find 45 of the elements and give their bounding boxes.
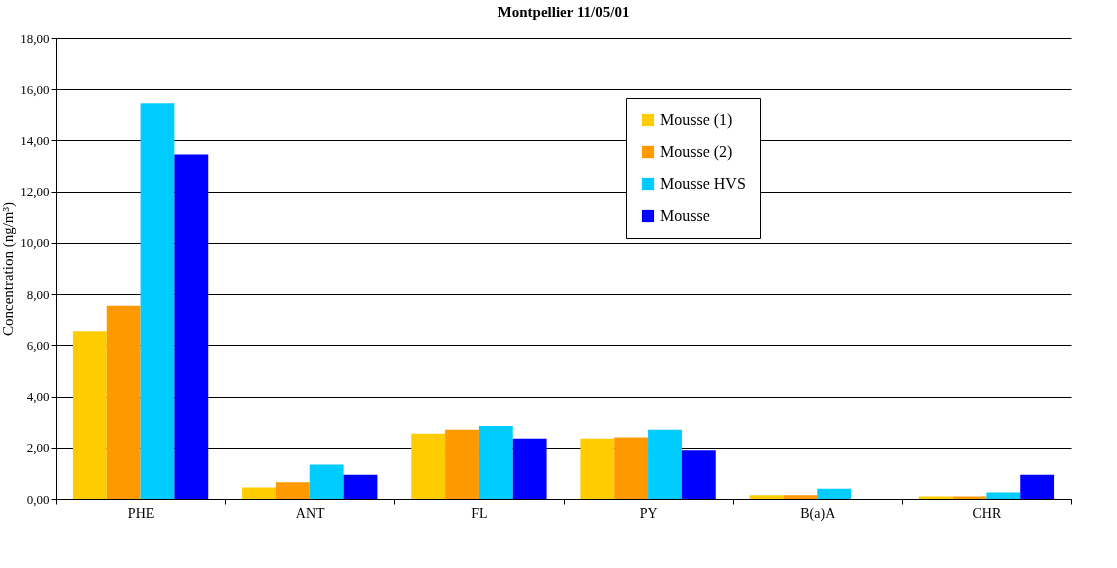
- y-tick-label: 12,00: [20, 184, 50, 200]
- y-tick-label: 4,00: [26, 389, 50, 405]
- bar: [1020, 474, 1055, 499]
- y-tick-label: 0,00: [26, 491, 50, 507]
- bar: [512, 438, 547, 499]
- x-tick-label: B(a)A: [800, 505, 837, 522]
- chart-title: Montpellier 11/05/01: [497, 4, 630, 20]
- bar: [986, 492, 1021, 499]
- x-tick-label: CHR: [972, 505, 1002, 521]
- bar: [648, 429, 682, 499]
- bar: [478, 426, 513, 499]
- bar: [72, 331, 107, 499]
- bar: [817, 488, 852, 499]
- legend-label: Mousse HVS: [660, 175, 746, 192]
- bar: [749, 495, 784, 499]
- legend-label: Mousse (2): [660, 143, 733, 161]
- x-tick-label: ANT: [295, 505, 326, 521]
- bar: [783, 495, 818, 499]
- legend-label: Mousse: [660, 207, 710, 224]
- bar: [918, 496, 953, 499]
- bar: [952, 496, 987, 499]
- x-tick-label: FL: [471, 505, 488, 521]
- y-axis-title: Concentration (ng/m³): [0, 201, 18, 337]
- y-tick-label: 16,00: [20, 81, 50, 97]
- y-tick-label: 8,00: [26, 286, 50, 302]
- bar: [614, 437, 649, 499]
- bar: [681, 450, 716, 499]
- bar: [242, 487, 276, 499]
- bar: [580, 438, 615, 499]
- bar: [411, 433, 446, 499]
- legend-label: Mousse (1): [660, 111, 733, 129]
- bar: [275, 482, 310, 499]
- bar: [343, 474, 378, 499]
- y-tick-label: 2,00: [26, 440, 50, 456]
- y-tick-label: 10,00: [20, 235, 50, 251]
- bar: [106, 305, 141, 499]
- y-tick-label: 18,00: [20, 30, 50, 46]
- y-tick-label: 14,00: [20, 132, 50, 148]
- x-tick-label: PY: [639, 505, 658, 521]
- bar: [445, 429, 479, 499]
- bar: [174, 154, 209, 499]
- y-tick-label: 6,00: [26, 337, 50, 353]
- bar: [140, 103, 175, 499]
- x-tick-label: PHE: [127, 505, 155, 521]
- bar: [309, 464, 344, 499]
